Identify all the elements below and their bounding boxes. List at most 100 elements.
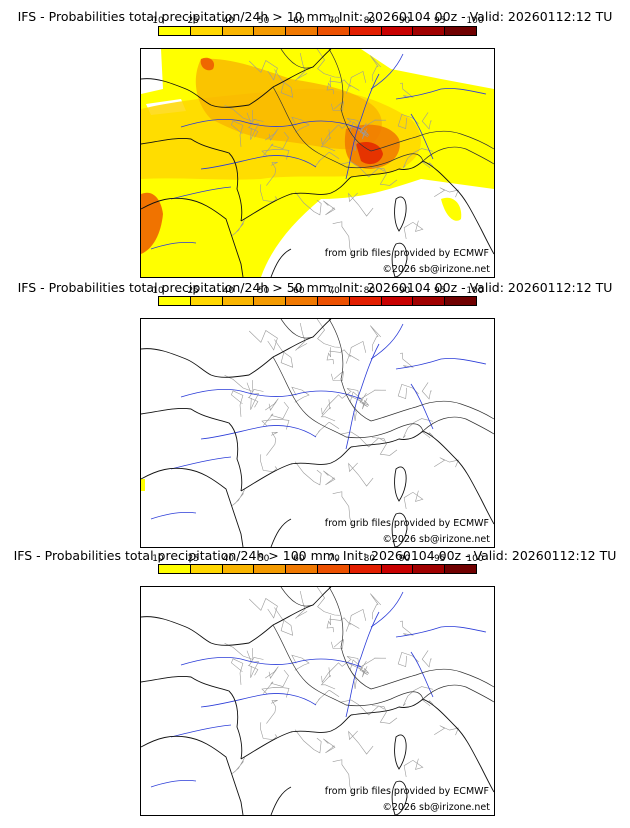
map-panel-10mm: IFS - Probabilities total precipitation/… [0, 0, 630, 278]
admin-boundary [370, 325, 382, 352]
colorbar-ticks: 10 25 40 50 60 70 80 90 95 100 [152, 554, 483, 565]
admin-boundary [348, 730, 374, 755]
colorbar-tick-label: 50 [257, 554, 270, 564]
admin-boundary [224, 105, 254, 122]
admin-boundary [321, 391, 351, 416]
river [200, 693, 317, 708]
admin-boundary [397, 652, 419, 668]
colorbar-tick-label: 25 [187, 286, 199, 296]
colorbar-tick-label: 90 [398, 554, 411, 564]
admin-boundary [329, 349, 360, 361]
coastline [141, 197, 244, 277]
no-shade-area [141, 49, 163, 94]
coastline [272, 587, 332, 626]
colorbar-swatch [159, 27, 190, 35]
admin-boundary [320, 399, 336, 422]
admin-boundary [332, 491, 354, 527]
admin-boundary [247, 119, 264, 138]
admin-boundary [315, 422, 340, 437]
river [410, 383, 434, 430]
river [200, 155, 317, 170]
admin-boundary [247, 389, 264, 408]
coastline [270, 786, 292, 815]
colorbar-swatch [159, 297, 190, 305]
colorbar-tick-label: 25 [187, 554, 199, 564]
admin-boundary [231, 120, 244, 147]
river [345, 73, 380, 180]
colorbar-swatch [444, 297, 476, 305]
admin-boundary [345, 340, 367, 364]
admin-boundary [232, 489, 245, 506]
admin-boundary [295, 53, 308, 81]
coastline [240, 176, 352, 222]
coastline [141, 676, 243, 760]
map-canvas [141, 587, 494, 815]
coastline [141, 138, 243, 222]
river [180, 389, 362, 400]
colorbar-swatch [221, 27, 254, 35]
colorbar-tick-label: 40 [222, 286, 235, 296]
colorbar-swatch [412, 297, 445, 305]
border [328, 49, 372, 152]
admin-boundary [323, 200, 336, 216]
colorbar-tick-label: 80 [363, 286, 376, 296]
river [150, 511, 197, 520]
admin-boundary [265, 398, 279, 411]
coastlines [141, 319, 494, 547]
island-sardinia [391, 780, 408, 815]
coastline [422, 430, 494, 525]
river [370, 591, 404, 628]
admin-boundary [260, 454, 278, 473]
admin-boundary [248, 330, 278, 351]
colorbar-swatch [189, 297, 222, 305]
border [422, 146, 494, 165]
admin-boundary [326, 77, 334, 95]
admin-boundary [263, 401, 289, 426]
coastline [270, 518, 292, 547]
coastline [270, 248, 292, 277]
colorbar-swatch [253, 27, 286, 35]
map-canvas [141, 49, 494, 277]
border [370, 668, 494, 690]
copyright-credit: ©2026 sb@irizone.net [382, 264, 490, 275]
admin-boundary [274, 69, 294, 98]
border [272, 86, 424, 169]
colorbar-tick-label: 25 [187, 16, 199, 26]
border [328, 319, 372, 422]
copyright-credit: ©2026 sb@irizone.net [382, 802, 490, 813]
admin-boundary [332, 759, 354, 795]
admin-boundary [294, 191, 322, 216]
island-corsica [394, 196, 407, 232]
coastline [272, 49, 332, 88]
river [395, 88, 487, 100]
colorbar-swatch [348, 565, 381, 573]
admin-boundaries [224, 587, 459, 795]
coastline [350, 430, 424, 448]
coastlines [141, 49, 494, 277]
admin-boundary [348, 394, 370, 410]
rivers [150, 53, 487, 250]
shade-10-corsica [441, 197, 462, 221]
colorbar-tick-label: 60 [293, 16, 305, 26]
river [200, 425, 317, 440]
coastline [141, 408, 243, 492]
shade-80 [356, 142, 383, 165]
copyright-credit: ©2026 sb@irizone.net [382, 534, 490, 545]
shade-70-west [141, 192, 163, 254]
coastline [350, 698, 424, 716]
coastline [141, 78, 274, 108]
colorbar-tick-label: 80 [363, 16, 376, 26]
colorbar-swatch [412, 565, 445, 573]
river [410, 651, 434, 698]
admin-boundaries [224, 49, 459, 257]
colorbar-tick-label: 50 [257, 16, 270, 26]
admin-boundary [316, 49, 340, 78]
admin-boundary [371, 167, 398, 186]
precipitation-map: from grib files provided by ECMWF ©2026 … [140, 586, 495, 816]
colorbar-swatch [412, 27, 445, 35]
colorbar-tick-label: 90 [398, 16, 411, 26]
island-corsica [394, 734, 407, 770]
map-canvas [141, 319, 494, 547]
shade-10 [141, 479, 145, 491]
colorbar-tick-label: 95 [434, 286, 446, 296]
